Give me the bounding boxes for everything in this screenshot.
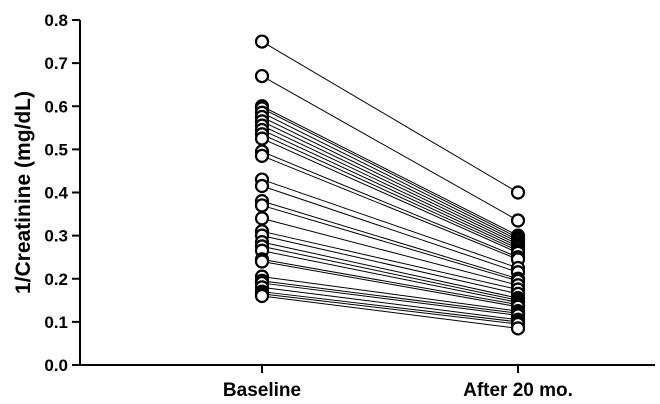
y-tick-label: 0.4	[44, 184, 68, 203]
y-ticks: 0.0 0.1 0.2 0.3 0.4 0.5 0.6 0.7 0.8	[44, 11, 80, 375]
after-point	[510, 213, 526, 228]
pair-line	[261, 105, 519, 237]
y-axis-title: 1/Creatinine (mg/dL)	[12, 91, 35, 294]
pair-line	[261, 41, 519, 193]
baseline-point	[254, 68, 270, 84]
pair-line	[261, 204, 519, 282]
baseline-point	[254, 178, 270, 194]
pair-line	[261, 282, 519, 316]
pair-line	[261, 293, 519, 325]
pair-line	[261, 241, 519, 299]
pair-line	[261, 155, 519, 260]
pair-line	[261, 250, 519, 303]
pair-line	[261, 200, 519, 280]
baseline-point	[254, 148, 270, 163]
pair-line	[261, 245, 519, 301]
pair-line	[261, 185, 519, 273]
after-point	[510, 185, 526, 200]
y-tick-label: 0.6	[44, 97, 68, 116]
baseline-point	[254, 254, 270, 269]
pair-line	[261, 280, 519, 314]
pair-lines	[261, 41, 519, 329]
pair-line	[261, 276, 519, 312]
y-tick-label: 0.7	[44, 54, 68, 73]
pair-line	[261, 217, 519, 286]
y-tick-label: 0.2	[44, 270, 68, 289]
pair-line	[261, 258, 519, 306]
after-point	[510, 321, 526, 336]
pair-line	[261, 261, 519, 308]
x-ticks: Baseline After 20 mo.	[223, 365, 573, 401]
pair-line	[261, 125, 519, 247]
y-axis: 0.0 0.1 0.2 0.3 0.4 0.5 0.6 0.7 0.8	[44, 11, 81, 375]
pair-line	[261, 151, 519, 258]
pair-line	[261, 107, 519, 239]
pair-line	[261, 116, 519, 243]
x-tick-label: Baseline	[223, 380, 301, 401]
y-tick-label: 0.1	[44, 313, 68, 332]
pair-line	[261, 291, 519, 323]
pair-line	[261, 129, 519, 250]
pair-line	[261, 179, 519, 269]
pair-line	[261, 133, 519, 252]
plot-area	[254, 34, 526, 336]
baseline-point	[254, 288, 270, 304]
pair-line	[261, 295, 519, 329]
pair-line	[261, 235, 519, 295]
pair-line	[261, 138, 519, 254]
y-tick-label: 0.5	[44, 140, 68, 159]
y-tick-label: 0.8	[44, 11, 68, 30]
baseline-point	[254, 34, 270, 49]
pair-line	[261, 120, 519, 245]
y-tick-label: 0.0	[44, 356, 68, 375]
pair-line	[261, 112, 519, 241]
pair-line	[261, 286, 519, 321]
x-tick-label: After 20 mo.	[463, 380, 573, 401]
data-markers	[254, 34, 526, 336]
pair-line	[261, 230, 519, 291]
baseline-point	[254, 198, 270, 213]
baseline-point	[254, 211, 270, 226]
baseline-point	[254, 131, 270, 146]
pair-line	[261, 75, 519, 221]
y-tick-label: 0.3	[44, 227, 68, 246]
x-axis: Baseline After 20 mo.	[80, 364, 655, 401]
